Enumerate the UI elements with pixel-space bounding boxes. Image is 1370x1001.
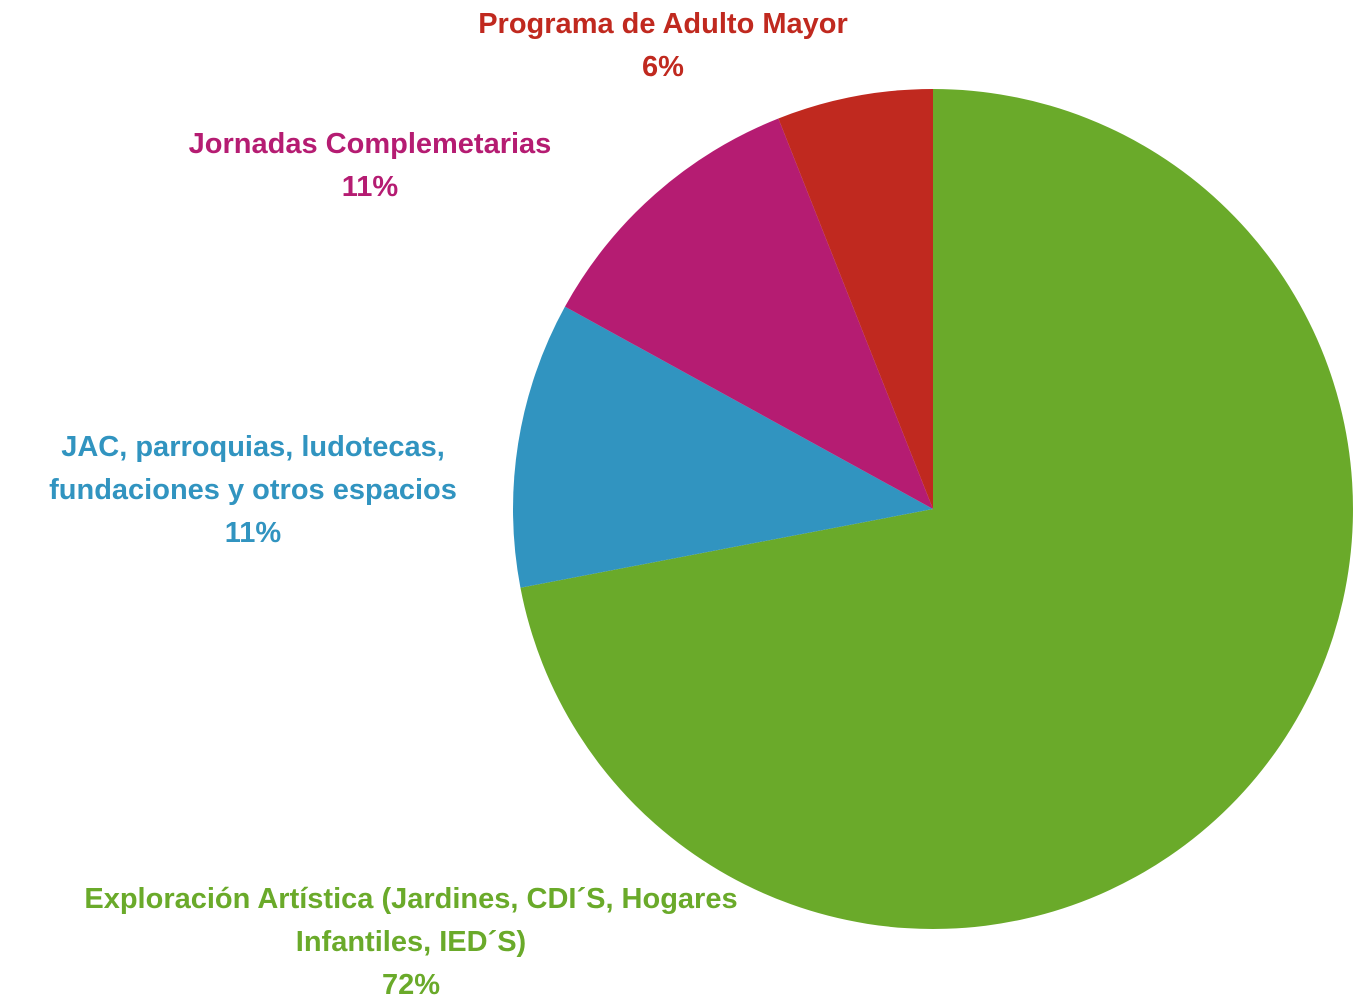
pie-slice	[520, 89, 1353, 930]
category-name: Jornadas Complemetarias	[188, 128, 552, 160]
category-name: Programa de Adulto Mayor	[478, 8, 848, 40]
value-label: 72%	[381, 969, 441, 1001]
slice-label: Exploración Artística (Jardines, CDI´S, …	[81, 878, 741, 1001]
pie-slice	[778, 89, 933, 509]
pie-slice	[513, 306, 933, 588]
slice-label: JAC, parroquias, ludotecas, fundaciones …	[3, 426, 503, 555]
slice-label: Jornadas Complemetarias 11%	[150, 123, 590, 209]
value-label: 6%	[642, 51, 684, 83]
slice-label: Programa de Adulto Mayor 6%	[400, 3, 926, 89]
value-label: 11%	[224, 517, 282, 549]
category-name: Exploración Artística (Jardines, CDI´S, …	[84, 883, 738, 958]
value-label: 11%	[341, 171, 399, 203]
category-name: JAC, parroquias, ludotecas, fundaciones …	[49, 431, 457, 506]
pie-slice	[564, 118, 933, 510]
